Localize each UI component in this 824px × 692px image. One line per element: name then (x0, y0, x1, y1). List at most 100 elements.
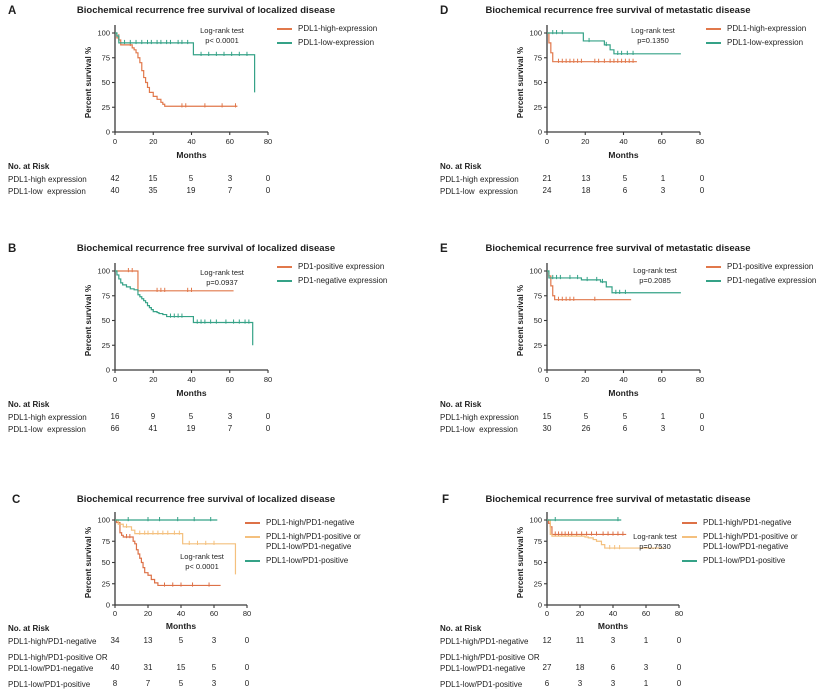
legend-label: PD1-positive expression (298, 262, 385, 271)
y-tick-label: 25 (102, 341, 110, 350)
y-tick-label: 75 (102, 537, 110, 546)
y-tick-label: 50 (534, 78, 542, 87)
risk-table-header: No. at Risk (440, 162, 482, 171)
km-chart: Percent survival % 0 25 50 75 100 0 20 40 60 80 Mon… (84, 263, 272, 398)
risk-count: 26 (581, 424, 591, 433)
risk-count: 30 (542, 424, 552, 433)
panel-F: F Biochemical recurrence free survival of… (412, 460, 824, 692)
x-tick-label: 60 (658, 137, 666, 146)
logrank-stats: Log-rank test p< 0.0001 (200, 26, 244, 46)
survival-curve (115, 519, 237, 575)
legend-line-swatch (245, 535, 260, 538)
risk-table: No. at Risk PDL1-high expression 16 9 5 3 0 PDL… (0, 230, 412, 460)
x-tick-label: 40 (619, 375, 627, 384)
chart-legend: PDL1-high-expression PDL1-low-expression (706, 24, 806, 51)
legend-line-swatch (277, 266, 292, 268)
km-chart: Percent survival % 0 25 50 75 100 0 20 40 60 80 Mon… (84, 512, 251, 631)
y-tick-label: 0 (538, 366, 542, 375)
x-tick-label: 20 (149, 375, 157, 384)
y-tick-label: 25 (534, 103, 542, 112)
legend-item: PDL1-high-expression (277, 24, 377, 35)
legend-line-swatch (706, 279, 721, 282)
risk-count: 12 (542, 636, 552, 645)
x-tick-label: 40 (619, 137, 627, 146)
logrank-stats: Log-rank test p< 0.0001 (180, 552, 224, 572)
risk-row-label: PDL1-low/PD1-positive (8, 680, 91, 689)
y-axis-label: Percent survival % (516, 47, 525, 118)
logrank-stats: Log-rank test p=0.2085 (633, 266, 677, 286)
legend-item: PDL1-high/PD1-negative (682, 518, 798, 529)
legend-label: PDL1-high/PD1-positive or PDL1-low/PD1-n… (266, 531, 361, 552)
risk-count: 6 (622, 424, 628, 433)
risk-count: 13 (581, 174, 591, 183)
panel-title: Biochemical recurrence free survival of … (76, 243, 336, 254)
km-chart: Percent survival % 0 25 50 75 100 0 20 40 60 80 Mon… (516, 512, 683, 631)
risk-count: 19 (186, 424, 196, 433)
risk-count: 5 (178, 636, 184, 645)
risk-count: 15 (542, 412, 552, 421)
x-tick-label: 80 (696, 375, 704, 384)
y-tick-label: 25 (534, 579, 542, 588)
x-tick-label: 80 (696, 137, 704, 146)
risk-count: 3 (610, 636, 616, 645)
risk-count: 34 (110, 636, 120, 645)
risk-count: 66 (110, 424, 120, 433)
risk-count: 3 (577, 679, 583, 688)
panel-letter: E (440, 243, 448, 255)
y-tick-label: 100 (97, 516, 110, 525)
risk-row-label: PDL1-high expression (440, 175, 519, 184)
risk-count: 0 (265, 174, 271, 183)
panel-D: D Biochemical recurrence free survival of… (412, 0, 824, 230)
risk-table-header: No. at Risk (440, 400, 482, 409)
chart-legend: PDL1-high-expression PDL1-low-expression (277, 24, 377, 51)
risk-count: 9 (150, 412, 156, 421)
risk-count: 5 (583, 412, 589, 421)
risk-count: 5 (211, 663, 217, 672)
risk-count: 3 (227, 174, 233, 183)
risk-count: 0 (699, 174, 705, 183)
risk-count: 1 (660, 174, 666, 183)
x-axis-label: Months (598, 621, 628, 631)
legend-item: PDL1-low-expression (277, 38, 377, 49)
survival-curve (115, 270, 254, 346)
km-chart: Percent survival % 0 25 50 75 100 0 20 40 60 80 Mon… (516, 263, 704, 398)
legend-line-swatch (682, 522, 697, 524)
panel-title: Biochemical recurrence free survival of … (76, 5, 336, 16)
panel-A: A Biochemical recurrence free survival of… (0, 0, 412, 230)
logrank-stats-line: Log-rank test (633, 532, 677, 541)
y-tick-label: 25 (102, 579, 110, 588)
legend-label: PD1-negative expression (298, 275, 388, 285)
y-tick-label: 0 (106, 366, 110, 375)
y-tick-label: 25 (534, 341, 542, 350)
legend-label: PDL1-low/PD1-positive (703, 555, 786, 565)
y-axis-label: Percent survival % (516, 527, 525, 598)
risk-count: 7 (145, 679, 151, 688)
y-tick-label: 50 (102, 316, 110, 325)
x-tick-label: 0 (545, 137, 549, 146)
logrank-stats-line: p=0.1350 (637, 36, 669, 45)
legend-label: PDL1-high-expression (727, 24, 807, 33)
risk-count: 3 (610, 679, 616, 688)
risk-row-label: PDL1-low expression (440, 187, 518, 196)
x-tick-label: 40 (609, 609, 617, 618)
legend-item: PDL1-low/PD1-positive (682, 556, 798, 567)
logrank-stats-line: p=0.7530 (639, 542, 671, 551)
y-tick-label: 75 (102, 291, 110, 300)
chart-legend: PD1-positive expression PD1-negative expr… (277, 262, 387, 289)
x-tick-label: 20 (576, 609, 584, 618)
x-tick-label: 20 (149, 137, 157, 146)
risk-row-label: PDL1-high expression (440, 413, 519, 422)
legend-item: PDL1-high/PD1-positive or PDL1-low/PD1-n… (245, 532, 361, 553)
panel-letter: D (440, 5, 449, 17)
risk-count: 27 (542, 663, 552, 672)
legend-item: PDL1-low-expression (706, 38, 806, 49)
x-tick-label: 60 (210, 609, 218, 618)
legend-line-swatch (277, 28, 292, 30)
risk-row-label: PDL1-high expression (8, 175, 87, 184)
risk-table-header: No. at Risk (8, 400, 50, 409)
risk-table: No. at Risk PDL1-high expression 42 15 5 3 0 PD… (0, 0, 412, 230)
risk-count: 0 (699, 424, 705, 433)
risk-count: 0 (676, 679, 682, 688)
legend-line-swatch (277, 279, 292, 282)
risk-count: 1 (660, 412, 666, 421)
